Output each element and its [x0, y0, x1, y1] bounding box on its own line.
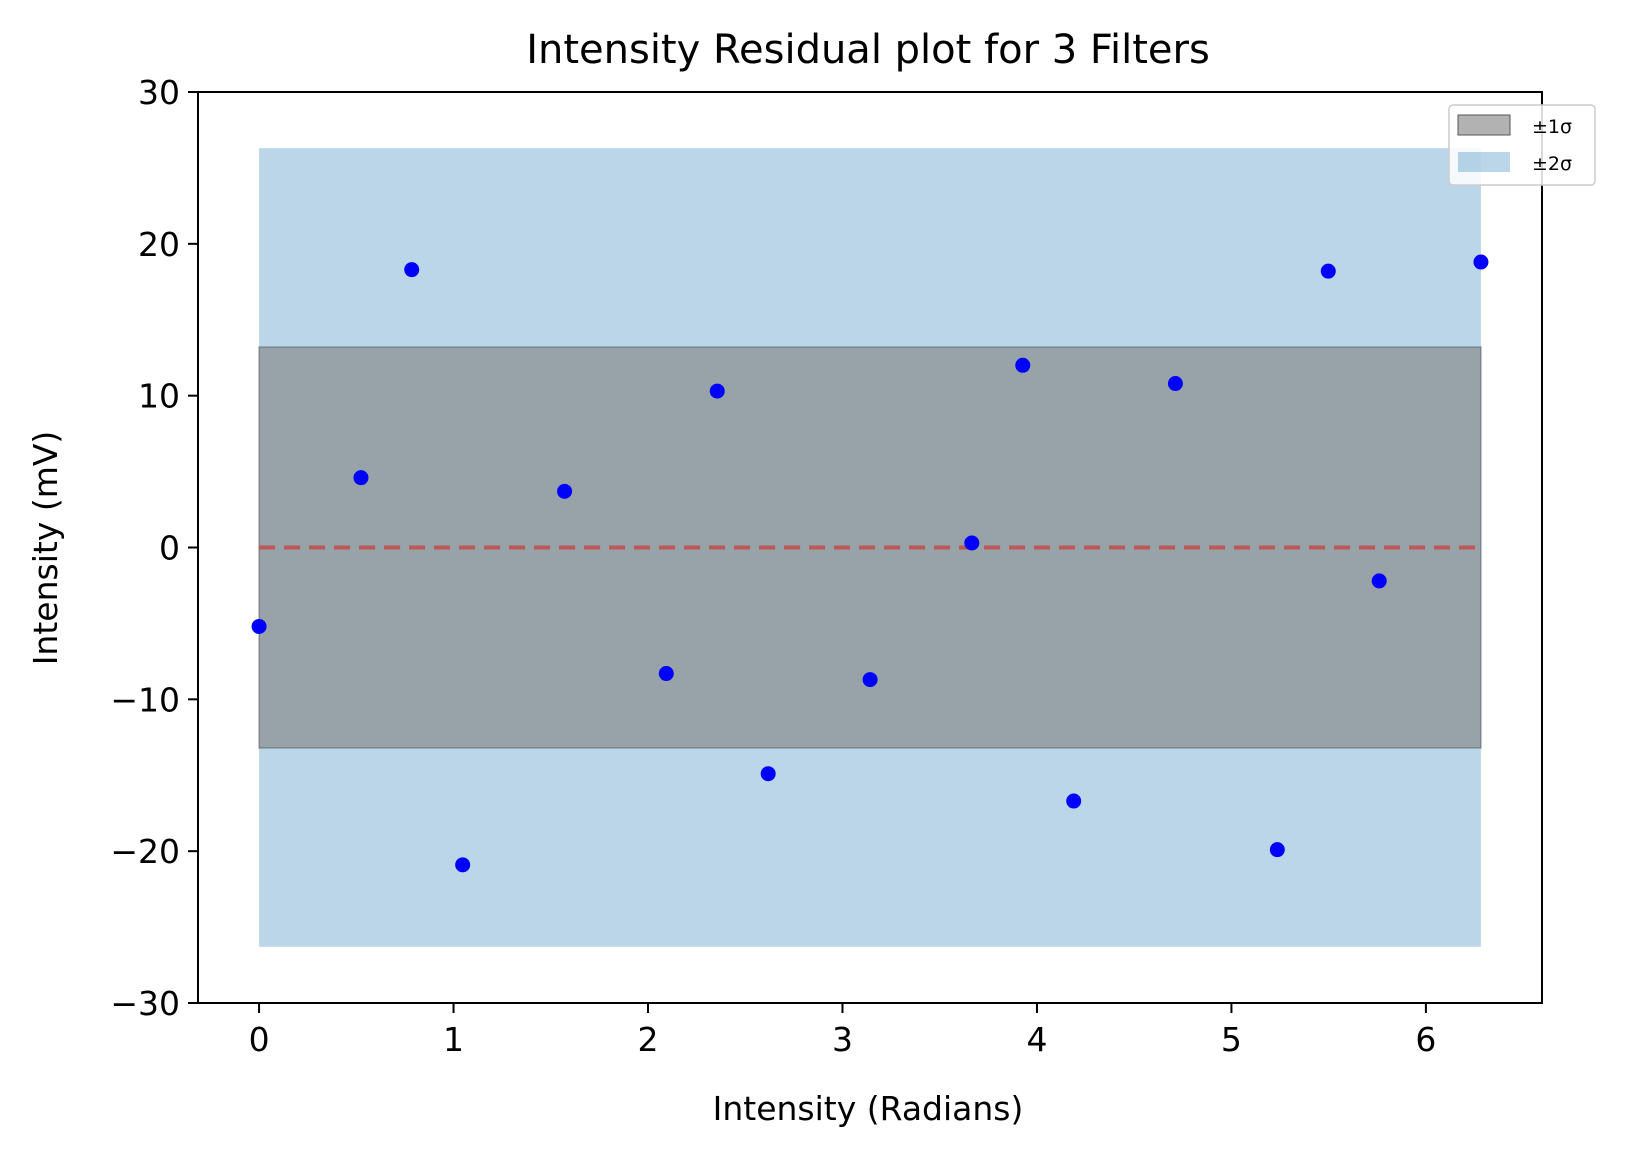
data-point	[557, 483, 573, 499]
chart-title: Intensity Residual plot for 3 Filters	[526, 27, 1210, 73]
x-tick-label: 1	[443, 1020, 464, 1059]
x-tick-label: 4	[1026, 1020, 1047, 1059]
data-point	[353, 470, 369, 486]
data-point	[709, 383, 725, 399]
y-axis-title: Intensity (mV)	[26, 431, 65, 666]
legend-swatch-1sigma	[1457, 114, 1511, 136]
data-point	[1167, 376, 1183, 392]
y-tick-label: −10	[110, 680, 180, 719]
y-tick-label: 10	[138, 377, 180, 416]
y-tick-label: 20	[138, 225, 180, 264]
data-point	[455, 857, 471, 873]
data-point	[404, 262, 420, 278]
data-point	[1320, 263, 1336, 279]
y-tick-label: −30	[110, 984, 180, 1023]
y-tick-label: 0	[159, 529, 180, 568]
legend-label-2sigma: ±2σ	[1532, 153, 1572, 175]
data-point	[1269, 842, 1285, 858]
data-point	[862, 672, 878, 688]
x-tick-label: 3	[832, 1020, 853, 1059]
x-tick-label: 6	[1415, 1020, 1436, 1059]
y-tick-label: −20	[110, 832, 180, 871]
data-point	[1371, 573, 1387, 589]
data-point	[1066, 793, 1082, 809]
legend: ±1σ ±2σ	[1448, 104, 1596, 186]
x-tick-label: 5	[1221, 1020, 1242, 1059]
data-point	[1015, 357, 1031, 373]
points-layer	[251, 254, 1489, 873]
y-tick-label: 30	[138, 73, 180, 112]
x-axis-title: Intensity (Radians)	[713, 1089, 1024, 1128]
x-tick-label: 0	[249, 1020, 270, 1059]
data-point	[251, 618, 267, 634]
data-point	[964, 535, 980, 551]
data-point	[1473, 254, 1489, 270]
x-tick-label: 2	[638, 1020, 659, 1059]
legend-label-1sigma: ±1σ	[1532, 116, 1572, 138]
legend-swatch-2sigma	[1458, 152, 1510, 172]
x-axis-ticks: 0 1 2 3 4 5 6	[249, 1003, 1436, 1059]
data-point	[760, 766, 776, 782]
data-point	[658, 666, 674, 682]
y-axis-ticks: −30 −20 −10 0 10 20 30	[110, 73, 198, 1023]
